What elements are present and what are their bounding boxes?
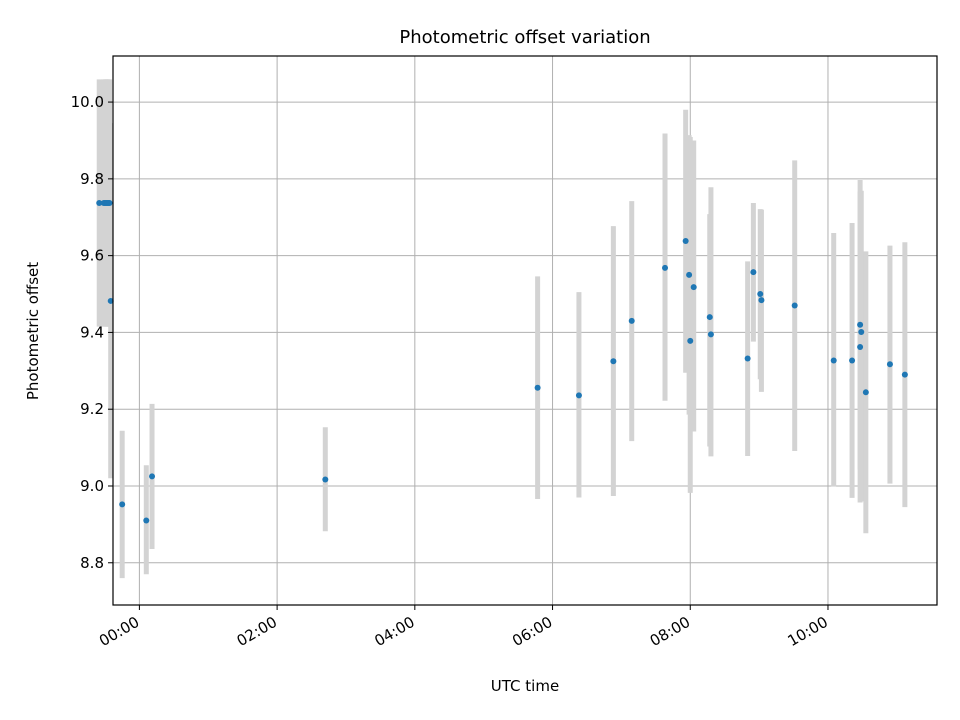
y-tick-label: 9.2: [80, 400, 104, 418]
x-axis-label: UTC time: [491, 677, 559, 695]
data-point: [682, 238, 689, 245]
data-point: [707, 331, 714, 338]
y-axis-label: Photometric offset: [24, 262, 42, 400]
data-point: [686, 271, 693, 278]
data-point: [106, 200, 113, 207]
data-point: [575, 392, 582, 399]
data-point: [706, 314, 713, 321]
data-points: [96, 200, 908, 524]
data-point: [119, 501, 126, 508]
data-point: [858, 329, 865, 336]
data-point: [857, 344, 864, 351]
data-point: [143, 517, 150, 524]
data-point: [901, 371, 908, 378]
y-tick-label: 9.4: [80, 323, 104, 341]
data-point: [862, 389, 869, 396]
data-point: [886, 361, 893, 368]
data-point: [149, 473, 156, 480]
data-point: [744, 355, 751, 362]
data-point: [687, 337, 694, 344]
chart-title: Photometric offset variation: [399, 27, 650, 48]
data-point: [96, 200, 103, 207]
data-point: [628, 317, 635, 324]
plot-frame: [112, 55, 938, 606]
y-tick-label: 9.8: [80, 170, 104, 188]
data-point: [857, 321, 864, 328]
data-point: [758, 297, 765, 304]
data-point: [791, 302, 798, 309]
y-tick-label: 8.8: [80, 554, 104, 572]
data-point: [690, 284, 697, 291]
data-point: [849, 357, 856, 364]
y-tick-label: 9.0: [80, 477, 104, 495]
y-tick-label: 10.0: [71, 93, 104, 111]
y-tick-label: 9.6: [80, 247, 104, 265]
y-axis: 8.8 9.0 9.2 9.4 9.6 9.8 10.0: [71, 93, 113, 572]
data-point: [534, 384, 541, 391]
data-point: [107, 297, 114, 304]
data-point: [662, 264, 669, 271]
data-point: [610, 358, 617, 365]
data-point: [322, 476, 329, 483]
data-point: [750, 269, 757, 276]
data-point: [757, 291, 764, 298]
data-point: [830, 357, 837, 364]
